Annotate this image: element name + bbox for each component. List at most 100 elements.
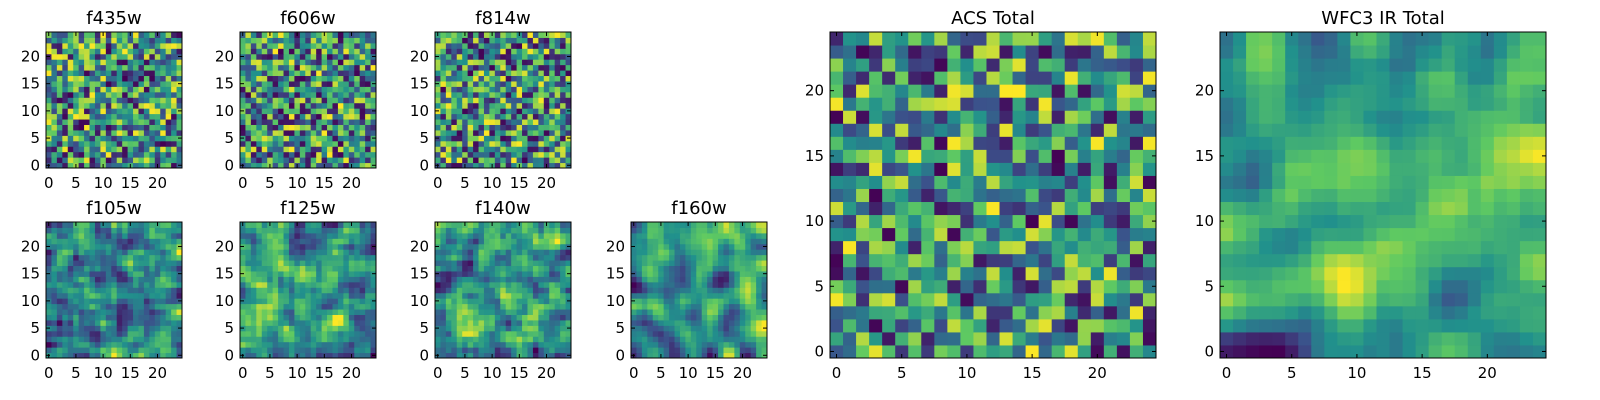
heatmap-cell [176, 37, 183, 44]
heatmap-cell [483, 314, 490, 321]
heatmap-cell [934, 149, 948, 163]
heatmap-cell [750, 260, 757, 267]
heatmap-cell [1064, 305, 1079, 320]
heatmap-cell [305, 102, 312, 109]
heatmap-cell [1025, 214, 1040, 229]
heatmap-cell [267, 341, 274, 348]
heatmap-cell [78, 260, 85, 267]
heatmap-cell [154, 227, 161, 234]
heatmap-cell [505, 341, 512, 348]
heatmap-cell [133, 319, 139, 326]
heatmap-cell [489, 341, 496, 348]
heatmap-cell [133, 70, 139, 77]
heatmap-cell [489, 119, 496, 125]
heatmap-cell [261, 108, 268, 115]
heatmap-cell [165, 37, 172, 44]
heatmap-cell [105, 151, 112, 158]
heatmap-cell [663, 238, 670, 245]
heatmap-cell [554, 75, 561, 82]
heatmap-cell [370, 292, 377, 299]
heatmap-cell [348, 64, 355, 71]
heatmap-cell [51, 37, 58, 44]
heatmap-cell [294, 59, 301, 66]
heatmap-cell [445, 325, 452, 332]
heatmap-cell [143, 80, 150, 87]
heatmap-cell [532, 157, 539, 164]
heatmap-cell [62, 287, 69, 294]
heatmap-cell [294, 319, 301, 326]
heatmap-cell [456, 314, 463, 321]
heatmap-cell [267, 64, 274, 71]
heatmap-cell [451, 276, 458, 283]
heatmap-cell [685, 341, 692, 348]
heatmap-cell [538, 330, 545, 337]
heatmap-cell [327, 243, 333, 250]
heatmap-cell [365, 42, 372, 49]
heatmap-cell [549, 129, 556, 136]
heatmap-cell [67, 70, 74, 77]
heatmap-cell [636, 319, 643, 326]
heatmap-cell [869, 292, 883, 307]
heatmap-cell [127, 238, 134, 245]
heatmap-cell [133, 341, 139, 348]
heatmap-cell [67, 325, 74, 332]
heatmap-cell [1077, 266, 1092, 281]
heatmap-cell [94, 91, 101, 98]
heatmap-cell [89, 108, 96, 115]
heatmap-cell [261, 75, 268, 82]
heatmap-cell [272, 292, 279, 299]
heatmap-cell [505, 265, 512, 272]
heatmap-cell [440, 336, 447, 343]
heatmap-cell [78, 59, 85, 66]
heatmap-cell [947, 279, 961, 294]
heatmap-cell [527, 42, 534, 49]
heatmap-cell [56, 254, 63, 261]
heatmap-cell [316, 254, 323, 261]
heatmap-cell [652, 222, 659, 228]
heatmap-cell [685, 330, 692, 337]
heatmap-cell [445, 146, 452, 153]
heatmap-cell [310, 260, 317, 267]
heatmap-cell [51, 227, 58, 234]
heatmap-cell [267, 281, 274, 288]
heatmap-cell [94, 341, 101, 348]
heatmap-cell [56, 108, 63, 115]
heatmap-cell [116, 129, 123, 136]
heatmap-cell [327, 260, 333, 267]
heatmap-cell [348, 287, 355, 294]
heatmap-cell [359, 135, 366, 142]
heatmap-cell [856, 201, 870, 216]
heatmap-cell [67, 91, 74, 98]
heatmap-cell [494, 309, 501, 315]
heatmap-cell [538, 146, 545, 153]
heatmap-cell [116, 232, 123, 239]
heatmap-cell [348, 102, 355, 109]
heatmap-cell [154, 265, 161, 272]
heatmap-cell [165, 113, 172, 120]
heatmap-cell [718, 298, 724, 305]
heatmap-cell [560, 314, 567, 321]
heatmap-cell [278, 325, 285, 332]
heatmap-cell [316, 59, 323, 66]
heatmap-cell [440, 303, 447, 310]
heatmap-cell [299, 59, 306, 66]
heatmap-cell [73, 140, 80, 147]
heatmap-cell [171, 151, 178, 158]
heatmap-cell [67, 265, 74, 272]
heatmap-cell [316, 162, 323, 169]
heatmap-cell [256, 298, 263, 305]
heatmap-cell [160, 135, 167, 142]
heatmap-cell [456, 97, 463, 104]
heatmap-cell [67, 37, 74, 44]
heatmap-cell [511, 276, 518, 283]
heatmap-cell [761, 303, 768, 310]
heatmap-cell [62, 135, 69, 142]
heatmap-cell [895, 240, 909, 255]
heatmap-cell [100, 298, 107, 305]
heatmap-cell [332, 129, 339, 136]
heatmap-cell [745, 314, 752, 321]
axes-frame [45, 221, 183, 359]
heatmap-cell [267, 249, 274, 256]
heatmap-cell [78, 319, 85, 326]
heatmap-cell [652, 309, 659, 315]
